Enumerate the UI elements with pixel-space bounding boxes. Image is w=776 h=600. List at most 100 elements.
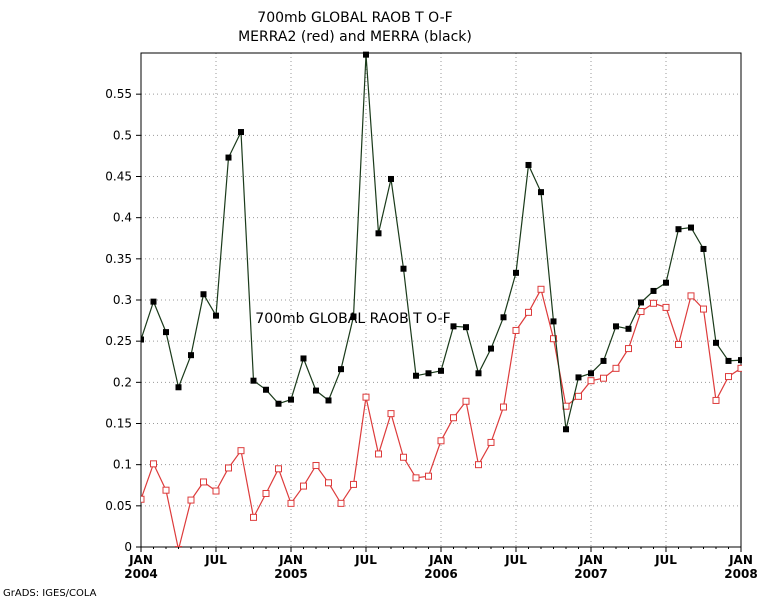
data-point-merra2 — [175, 545, 182, 547]
data-point-merra — [600, 357, 607, 364]
data-point-merra — [613, 323, 619, 330]
data-point-merra2 — [737, 364, 742, 372]
data-point-merra2 — [450, 414, 457, 422]
data-point-merra2 — [625, 345, 632, 353]
data-point-merra2 — [525, 308, 532, 316]
y-tick-label: 0.05 — [105, 499, 132, 513]
x-tick-year-label: 2006 — [424, 567, 457, 581]
y-tick-label: 0.4 — [113, 211, 132, 225]
data-point-merra2 — [300, 482, 307, 490]
data-point-merra2 — [700, 305, 707, 313]
data-point-merra — [325, 397, 332, 404]
data-point-merra2 — [225, 464, 232, 472]
data-point-merra2 — [375, 450, 382, 458]
data-point-merra2 — [412, 474, 420, 482]
data-point-merra2 — [275, 465, 282, 473]
data-point-merra — [188, 352, 194, 359]
data-point-merra — [238, 129, 244, 136]
data-point-merra2 — [512, 326, 520, 334]
data-point-merra2 — [362, 393, 370, 401]
data-point-merra2 — [637, 308, 645, 316]
data-point-merra2 — [262, 489, 270, 497]
y-tick-label: 0.35 — [105, 252, 132, 266]
x-tick-label: JAN — [428, 553, 453, 567]
data-point-merra — [488, 345, 494, 352]
data-point-merra — [388, 175, 394, 182]
data-point-merra — [500, 314, 507, 321]
data-point-merra — [588, 370, 594, 377]
data-point-merra2 — [312, 461, 320, 469]
data-point-merra — [338, 366, 344, 373]
data-point-merra — [663, 279, 669, 286]
plot-series — [141, 51, 742, 547]
x-tick-label: JAN — [728, 553, 753, 567]
credit-text: GrADS: IGES/COLA — [3, 588, 97, 599]
data-point-merra — [513, 269, 519, 276]
data-point-merra — [575, 374, 582, 381]
y-tick-label: 0.15 — [105, 417, 132, 431]
data-point-merra — [213, 312, 219, 319]
x-tick-year-label: 2007 — [574, 567, 607, 581]
data-point-merra2 — [187, 496, 195, 504]
data-point-merra — [700, 245, 707, 252]
data-point-merra — [413, 372, 419, 379]
x-tick-label: JAN — [578, 553, 603, 567]
data-point-merra2 — [350, 480, 357, 488]
data-point-merra2 — [237, 447, 245, 455]
data-point-merra — [375, 230, 382, 237]
data-point-merra2 — [162, 486, 170, 494]
series-merra — [141, 51, 742, 433]
x-tick-label: JUL — [204, 553, 227, 567]
x-tick-label: JUL — [354, 553, 377, 567]
data-point-merra2 — [337, 499, 345, 507]
data-point-merra2 — [437, 437, 445, 445]
data-point-merra2 — [575, 392, 582, 400]
series-line-merra2 — [141, 287, 742, 547]
data-point-merra — [275, 400, 282, 407]
data-point-merra — [288, 396, 294, 403]
data-point-merra — [350, 313, 357, 320]
y-tick-label: 0.25 — [105, 334, 132, 348]
axes: 0 0.05 0.1 0.15 0.2 0.25 0.3 0.35 0.4 0.45 0.5 0.55… — [105, 52, 758, 581]
data-point-merra2 — [387, 410, 395, 418]
x-tick-year-label: 2004 — [124, 567, 157, 581]
data-point-merra — [463, 324, 469, 331]
grid — [141, 53, 741, 547]
data-point-merra — [250, 377, 257, 384]
data-point-merra2 — [425, 472, 432, 480]
data-point-merra — [163, 329, 169, 336]
data-point-merra2 — [587, 377, 595, 385]
data-point-merra2 — [487, 438, 495, 446]
data-point-merra — [313, 387, 319, 394]
data-point-merra2 — [550, 335, 557, 343]
data-point-merra2 — [325, 479, 332, 487]
data-point-merra — [438, 367, 444, 374]
data-point-merra2 — [712, 396, 720, 404]
data-point-merra2 — [675, 340, 682, 348]
chart-subtitle: MERRA2 (red) and MERRA (black) — [238, 29, 472, 45]
data-point-merra2 — [287, 499, 295, 507]
data-point-merra2 — [537, 285, 545, 293]
x-tick-label: JUL — [504, 553, 527, 567]
data-point-merra — [150, 298, 157, 305]
data-point-merra — [450, 323, 457, 330]
x-tick-label: JAN — [128, 553, 153, 567]
data-point-merra — [688, 224, 694, 231]
data-point-merra — [725, 357, 732, 364]
data-point-merra2 — [725, 373, 732, 381]
data-point-merra2 — [250, 513, 257, 521]
data-point-merra2 — [212, 487, 220, 495]
data-point-merra2 — [462, 397, 470, 405]
plot-annotation: 700mb GLOBAL RAOB T O-F — [255, 311, 450, 327]
data-point-merra — [425, 370, 432, 377]
data-point-merra — [475, 370, 482, 377]
y-tick-label: 0.3 — [113, 293, 132, 307]
data-point-merra — [550, 318, 557, 325]
series-merra2 — [141, 285, 742, 547]
data-point-merra — [175, 384, 182, 391]
data-point-merra2 — [400, 453, 407, 461]
chart-title: 700mb GLOBAL RAOB T O-F — [257, 10, 452, 26]
plot-frame — [140, 52, 742, 548]
data-point-merra — [400, 265, 407, 272]
